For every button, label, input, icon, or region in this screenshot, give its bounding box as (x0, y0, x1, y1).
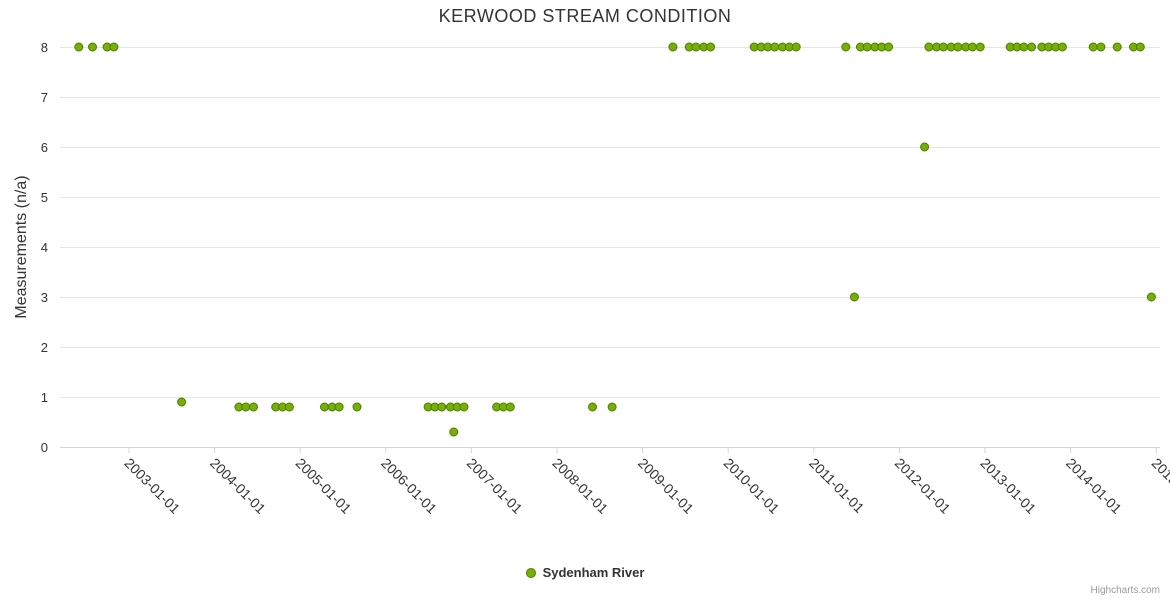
legend-item-sydenham-river[interactable]: Sydenham River (0, 565, 1170, 580)
x-axis-tick-label: 2004-01-01 (207, 455, 269, 517)
data-point[interactable] (1135, 42, 1145, 52)
x-axis-tick-label: 2015-01-01 (1149, 455, 1170, 517)
x-axis-tick-label: 2010-01-01 (721, 455, 783, 517)
data-point[interactable] (862, 42, 872, 52)
data-point[interactable] (459, 402, 469, 412)
y-axis-tick-label: 8 (41, 40, 48, 55)
data-point[interactable] (449, 427, 459, 437)
y-axis-tick-label: 0 (41, 440, 48, 455)
data-point[interactable] (706, 42, 716, 52)
data-point[interactable] (88, 42, 97, 52)
y-axis-tick-label: 1 (41, 390, 48, 405)
data-point[interactable] (1019, 42, 1029, 52)
x-axis-tick-label: 2003-01-01 (121, 455, 183, 517)
y-axis-tick-label: 5 (41, 190, 48, 205)
data-point[interactable] (1027, 42, 1037, 52)
y-axis-tick-label: 4 (41, 240, 48, 255)
data-point[interactable] (1096, 42, 1106, 52)
data-point[interactable] (74, 42, 84, 52)
data-point[interactable] (920, 142, 930, 152)
y-axis-tick-label: 3 (41, 290, 48, 305)
y-axis-tick-label: 6 (41, 140, 48, 155)
data-point[interactable] (320, 402, 329, 412)
data-point[interactable] (975, 42, 985, 52)
x-axis-tick-label: 2005-01-01 (293, 455, 355, 517)
data-point[interactable] (241, 402, 251, 412)
data-point[interactable] (505, 402, 515, 412)
data-point[interactable] (109, 42, 119, 52)
data-point[interactable] (334, 402, 344, 412)
highcharts-credits-link[interactable]: Highcharts.com (1090, 585, 1160, 596)
data-point[interactable] (1112, 42, 1122, 52)
data-point[interactable] (1057, 42, 1067, 52)
y-axis-tick-label: 2 (41, 340, 48, 355)
x-axis-tick-label: 2013-01-01 (977, 455, 1039, 517)
data-point[interactable] (588, 402, 597, 412)
data-point[interactable] (607, 402, 617, 412)
data-point[interactable] (668, 42, 678, 52)
data-point[interactable] (1088, 42, 1098, 52)
chart-title: KERWOOD STREAM CONDITION (438, 6, 732, 26)
data-point[interactable] (249, 402, 258, 412)
x-axis-tick-label: 2007-01-01 (464, 455, 526, 517)
data-point[interactable] (177, 397, 187, 407)
x-axis-tick-label: 2008-01-01 (549, 455, 611, 517)
data-point[interactable] (770, 42, 780, 52)
data-point[interactable] (437, 402, 447, 412)
data-point[interactable] (284, 402, 294, 412)
x-axis-tick-label: 2006-01-01 (378, 455, 440, 517)
data-point[interactable] (968, 42, 977, 52)
data-point[interactable] (953, 42, 963, 52)
legend-marker-icon (525, 567, 536, 578)
data-point[interactable] (924, 42, 934, 52)
data-point[interactable] (691, 42, 701, 52)
data-point[interactable] (884, 42, 894, 52)
data-point[interactable] (1146, 292, 1156, 302)
data-point[interactable] (849, 292, 859, 302)
data-point[interactable] (841, 42, 851, 52)
legend-label: Sydenham River (542, 565, 645, 580)
x-axis-tick-label: 2014-01-01 (1063, 455, 1125, 517)
data-point[interactable] (352, 402, 362, 412)
y-axis-tick-label: 7 (41, 90, 48, 105)
data-point[interactable] (938, 42, 948, 52)
x-axis-tick-label: 2011-01-01 (806, 455, 867, 516)
data-point[interactable] (791, 42, 801, 52)
x-axis-tick-label: 2012-01-01 (892, 455, 954, 517)
x-axis-tick-label: 2009-01-01 (635, 455, 697, 517)
